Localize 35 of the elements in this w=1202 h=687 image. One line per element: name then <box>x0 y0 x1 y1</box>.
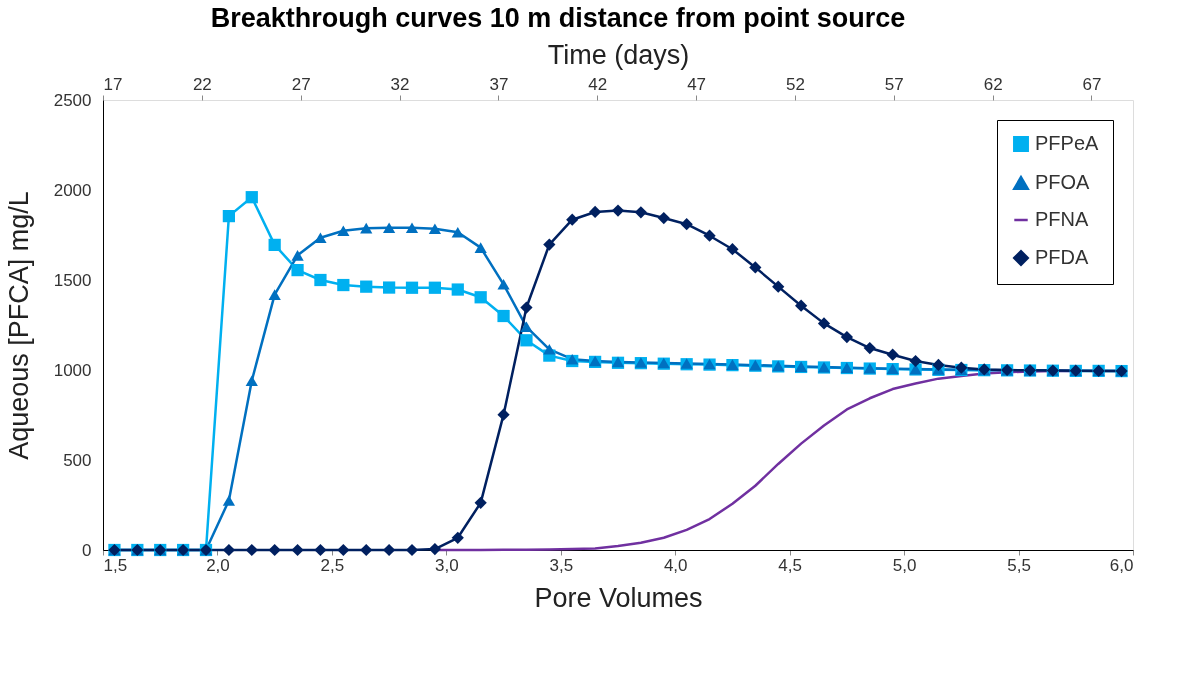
x2-axis-title: Time (days) <box>547 39 690 70</box>
x-tick-label: 1,5 <box>103 555 128 575</box>
legend-label: PFOA <box>1035 171 1091 193</box>
x2-tick-label: 37 <box>489 74 509 94</box>
y-tick-label: 500 <box>63 450 92 470</box>
legend-label: PFNA <box>1035 208 1089 230</box>
x-tick-label: 4,0 <box>663 555 688 575</box>
x2-tick-label: 57 <box>884 74 904 94</box>
x2-tick-label: 42 <box>588 74 608 94</box>
x2-tick-label: 47 <box>687 74 707 94</box>
x2-tick-label: 67 <box>1082 74 1102 94</box>
x-tick-label: 3,0 <box>435 555 459 575</box>
x2-tick-label: 27 <box>291 74 311 94</box>
x-tick-label: 2,5 <box>320 555 345 575</box>
x-tick-label: 4,5 <box>778 555 802 575</box>
legend-label: PFPeA <box>1035 132 1100 154</box>
y-tick-label: 2000 <box>53 180 92 200</box>
y-tick-label: 0 <box>82 540 92 560</box>
x2-tick-label: 17 <box>103 74 123 94</box>
y-tick-label: 1000 <box>53 360 92 380</box>
chart-title: Breakthrough curves 10 m distance from point source <box>210 3 906 33</box>
x-axis-title: Pore Volumes <box>534 582 703 613</box>
x-tick-label: 3,5 <box>549 555 574 575</box>
x2-tick-label: 62 <box>983 74 1003 94</box>
x-tick-label: 5,5 <box>1007 555 1031 575</box>
legend-label: PFDA <box>1035 246 1089 268</box>
x-tick-label: 5,0 <box>892 555 917 575</box>
y-tick-label: 2500 <box>53 90 92 110</box>
x2-tick-label: 22 <box>192 74 212 94</box>
x-tick-label: 2,0 <box>206 555 230 575</box>
x-tick-label: 6,0 <box>1109 555 1134 575</box>
y-axis-title: Aqueous [PFCA] mg/L <box>3 191 34 460</box>
y-tick-label: 1500 <box>53 270 92 290</box>
x2-tick-label: 52 <box>785 74 805 94</box>
x2-tick-label: 32 <box>390 74 410 94</box>
